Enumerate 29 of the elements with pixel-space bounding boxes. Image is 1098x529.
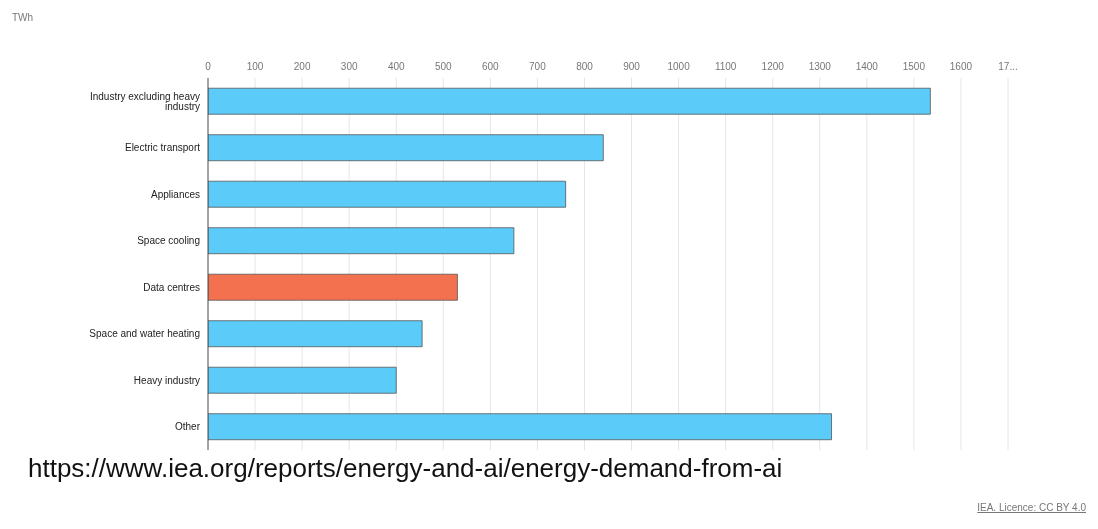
x-tick-label: 1300 [808, 61, 832, 72]
x-tick-label: 200 [293, 61, 311, 72]
y-tick-label: Heavy industry [133, 374, 200, 386]
x-tick-label: 1200 [761, 61, 785, 72]
x-tick-label: 17... [998, 61, 1018, 72]
x-tick-label: 0 [205, 61, 212, 72]
y-tick-label: Space cooling [137, 235, 200, 247]
x-tick-label: 1600 [949, 61, 973, 72]
x-tick-label: 700 [529, 61, 547, 72]
y-tick-label: Data centres [143, 281, 200, 293]
y-tick-label: Industry excluding heavy industry [89, 90, 200, 112]
text: https://www.iea.org/reports/energy-and-ai/energy-demand-from-ai [28, 453, 783, 484]
y-tick-label: Electric transport [124, 142, 201, 154]
x-tick-label: 400 [387, 61, 406, 72]
x-tick-label: 600 [482, 61, 500, 72]
y-tick-label: Other [174, 421, 201, 433]
x-tick-label: 1000 [667, 61, 691, 72]
x-tick-label: 800 [576, 61, 594, 72]
y-tick-label: Appliances [151, 188, 200, 200]
x-tick-label: 300 [340, 61, 358, 72]
text: TWh [12, 12, 34, 23]
x-tick-label: 500 [434, 61, 453, 72]
x-tick-label: 1100 [714, 61, 737, 72]
x-tick-label: 1500 [902, 61, 926, 72]
x-tick-label: 100 [246, 61, 264, 72]
text: IEA. Licence: CC BY 4.0 [977, 502, 1086, 513]
y-tick-label: Space and water heating [89, 328, 200, 340]
x-tick-label: 900 [623, 61, 641, 72]
x-tick-label: 1400 [855, 61, 879, 72]
